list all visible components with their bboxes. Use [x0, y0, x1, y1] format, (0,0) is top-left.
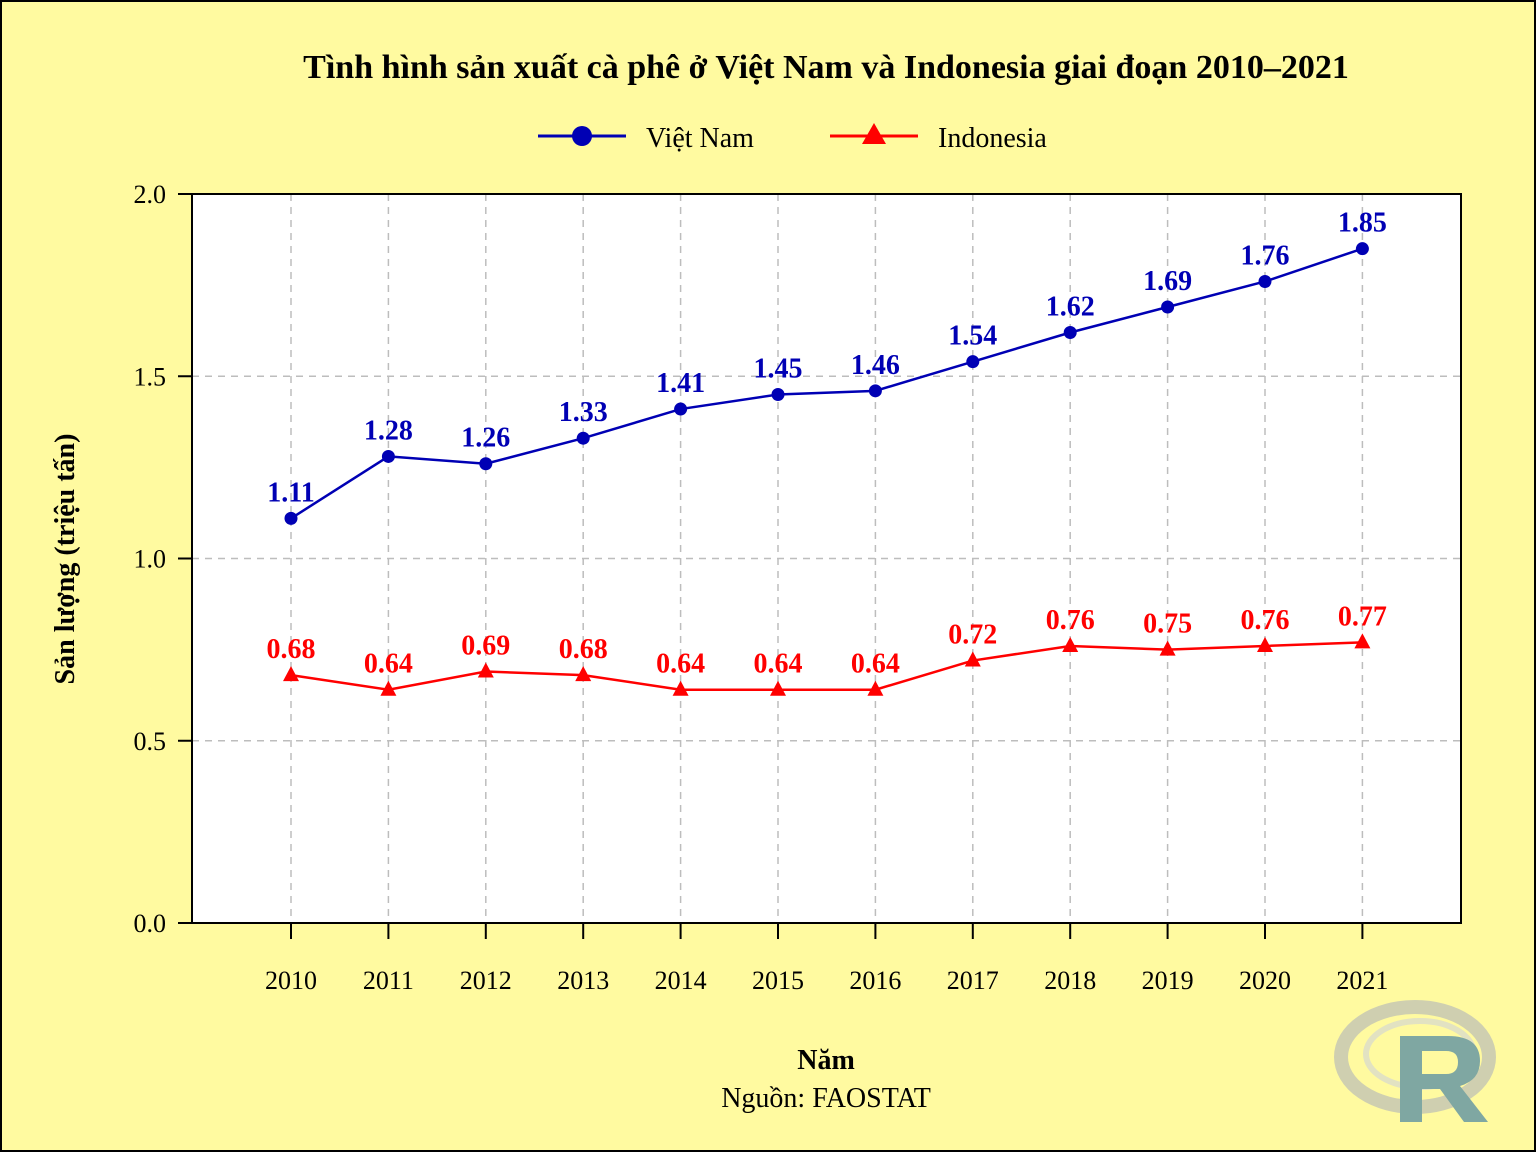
x-tick-label: 2015	[752, 966, 804, 995]
data-point	[1063, 326, 1077, 340]
data-label: 1.69	[1143, 266, 1192, 297]
y-tick-label: 0.0	[134, 909, 167, 938]
data-point	[1258, 274, 1272, 288]
data-label: 1.33	[559, 397, 608, 428]
data-label: 0.69	[461, 630, 510, 661]
x-tick-label: 2011	[363, 966, 414, 995]
data-point	[1257, 636, 1273, 652]
data-label: 1.54	[948, 321, 997, 352]
y-axis-title: Sản lượng (triệu tấn)	[50, 434, 81, 685]
y-tick-label: 0.5	[134, 727, 167, 756]
data-label: 0.64	[754, 649, 803, 680]
x-tick-label: 2016	[849, 966, 901, 995]
legend-label-vietnam: Việt Nam	[646, 123, 754, 154]
data-point	[575, 666, 592, 682]
x-axis-title: Năm	[797, 1045, 855, 1076]
x-tick-label: 2017	[947, 966, 999, 995]
y-tick-label: 1.0	[134, 545, 167, 574]
data-point	[1062, 636, 1079, 652]
data-point	[1355, 242, 1369, 256]
y-axis: 0.0 0.5 1.0 1.5 2.0	[134, 180, 192, 938]
data-label: 0.72	[948, 620, 997, 651]
series-indonesia: 0.68 0.64 0.69 0.68 0.64 0.64 0.64 0.72 0.76 0.75…	[267, 601, 1387, 696]
data-label: 0.68	[559, 634, 608, 665]
series-line	[290, 247, 1363, 520]
source-note: Nguồn: FAOSTAT	[721, 1083, 931, 1114]
data-point	[964, 651, 981, 667]
data-point	[966, 355, 980, 369]
x-tick-label: 2018	[1044, 966, 1096, 995]
data-point	[672, 680, 689, 696]
data-label: 1.45	[754, 353, 803, 384]
series-layer: 1.11 1.28 1.26 1.33 1.41 1.45 1.46 1.54 1.62 1.69…	[267, 208, 1387, 696]
series-line	[290, 641, 1363, 691]
legend-marker-vietnam	[572, 126, 592, 146]
data-label: 1.62	[1046, 292, 1095, 323]
data-label: 1.11	[267, 477, 314, 508]
data-point	[868, 384, 882, 398]
data-point	[1354, 633, 1371, 649]
data-point	[576, 431, 590, 445]
data-label: 0.64	[364, 649, 413, 680]
legend: Việt Nam Indonesia	[538, 123, 1047, 154]
data-label: 0.76	[1241, 605, 1290, 636]
x-tick-label: 2010	[265, 966, 317, 995]
data-point	[381, 449, 395, 463]
series-vietnam: 1.11 1.28 1.26 1.33 1.41 1.45 1.46 1.54 1.62 1.69…	[267, 208, 1387, 525]
x-tick-label: 2021	[1336, 966, 1388, 995]
data-label: 0.64	[656, 649, 705, 680]
data-point	[284, 511, 298, 525]
data-point	[1161, 300, 1175, 314]
r-logo	[1334, 1000, 1496, 1122]
plot-area	[192, 194, 1461, 923]
x-tick-label: 2019	[1142, 966, 1194, 995]
data-label: 1.46	[851, 350, 900, 381]
data-point	[477, 662, 494, 678]
data-label: 0.77	[1338, 601, 1387, 632]
legend-marker-indonesia	[862, 123, 886, 144]
x-tick-label: 2012	[460, 966, 512, 995]
x-tick-label: 2014	[655, 966, 707, 995]
data-point	[770, 680, 786, 696]
data-label: 1.85	[1338, 208, 1387, 239]
data-point	[479, 457, 493, 471]
y-tick-label: 1.5	[134, 362, 167, 391]
data-label: 1.26	[461, 423, 510, 454]
data-point	[674, 402, 688, 416]
data-label: 1.76	[1241, 240, 1290, 271]
data-point	[283, 666, 299, 682]
y-tick-label: 2.0	[134, 180, 167, 209]
data-label: 1.28	[364, 415, 413, 446]
legend-label-indonesia: Indonesia	[938, 123, 1047, 154]
data-label: 1.41	[656, 368, 705, 399]
chart-title: Tình hình sản xuất cà phê ở Việt Nam và …	[303, 49, 1349, 86]
data-point	[1159, 640, 1176, 656]
data-label: 0.64	[851, 649, 900, 680]
x-axis: 2010 2011 2012 2013 2014 2015 2016 2017 2018 2019…	[265, 923, 1388, 995]
data-point	[380, 680, 397, 696]
data-point	[771, 387, 785, 401]
data-label: 0.75	[1143, 609, 1192, 640]
x-tick-label: 2020	[1239, 966, 1291, 995]
x-tick-label: 2013	[557, 966, 609, 995]
data-label: 0.68	[267, 634, 316, 665]
data-label: 0.76	[1046, 605, 1095, 636]
data-point	[867, 680, 884, 696]
